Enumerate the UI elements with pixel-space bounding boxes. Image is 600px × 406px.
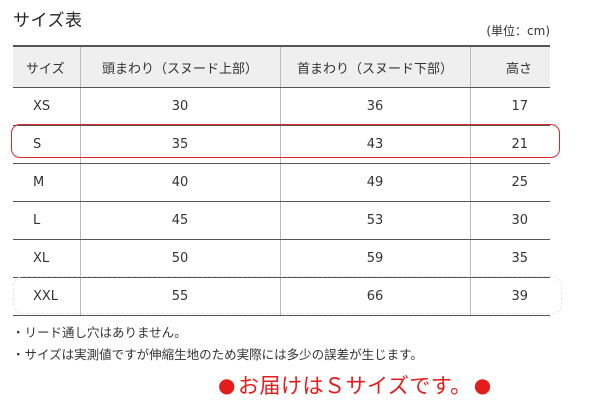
red-dot-icon: ● — [218, 373, 236, 397]
head-cell: 50 — [80, 239, 281, 278]
height-cell: 17 — [470, 87, 550, 126]
size-table: サイズ 頭まわり（スヌード上部） 首まわり（スヌード下部） 高さ XS 30 3… — [13, 45, 550, 316]
neck-cell: 36 — [280, 87, 471, 126]
size-cell: XS — [13, 87, 81, 126]
neck-cell: 43 — [280, 125, 471, 164]
table-row: M 40 49 25 — [13, 163, 550, 202]
height-cell: 30 — [470, 201, 550, 240]
column-header-size: サイズ — [13, 45, 81, 88]
table-row: L 45 53 30 — [13, 201, 550, 240]
head-cell: 40 — [80, 163, 281, 202]
height-cell: 21 — [470, 125, 550, 164]
size-cell: M — [13, 163, 81, 202]
table-row: XS 30 36 17 — [13, 87, 550, 126]
neck-cell: 49 — [280, 163, 471, 202]
red-dot-icon: ● — [473, 373, 492, 397]
column-header-head-circumference: 頭まわり（スヌード上部） — [80, 45, 281, 88]
note-no-leash-hole: ・リード通し穴はありません。 — [12, 325, 187, 340]
neck-cell: 66 — [280, 277, 471, 316]
size-cell: XXL — [13, 277, 81, 316]
note-measurement-error: ・サイズは実測値ですが伸縮生地のため実際には多少の誤差が生じます。 — [12, 347, 423, 362]
head-cell: 30 — [80, 87, 281, 126]
head-cell: 55 — [80, 277, 281, 316]
delivery-size-notice-text: お届けはＳサイズです。 — [237, 374, 472, 398]
unit-note: (単位：cm) — [486, 24, 550, 38]
table-row: S 35 43 21 — [13, 125, 550, 164]
height-cell: 35 — [470, 239, 550, 278]
neck-cell: 53 — [280, 201, 471, 240]
head-cell: 45 — [80, 201, 281, 240]
height-cell: 25 — [470, 163, 550, 202]
page-title: サイズ表 — [13, 11, 83, 31]
neck-cell: 59 — [280, 239, 471, 278]
head-cell: 35 — [80, 125, 281, 164]
height-cell: 39 — [470, 277, 550, 316]
size-cell: L — [13, 201, 81, 240]
table-header-row: サイズ 頭まわり（スヌード上部） 首まわり（スヌード下部） 高さ — [13, 45, 550, 88]
column-header-height: 高さ — [470, 45, 550, 88]
delivery-size-notice: ● お届けはＳサイズです。 ● — [218, 370, 492, 400]
size-cell: S — [13, 125, 81, 164]
size-cell: XL — [13, 239, 81, 278]
column-header-neck-circumference: 首まわり（スヌード下部） — [280, 45, 471, 88]
table-row: XL 50 59 35 — [13, 239, 550, 278]
table-row: XXL 55 66 39 — [13, 277, 550, 316]
